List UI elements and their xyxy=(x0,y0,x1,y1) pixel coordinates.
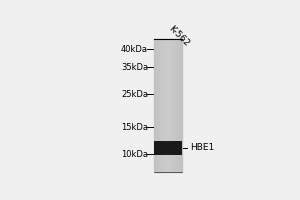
Text: 10kDa: 10kDa xyxy=(121,150,148,159)
Bar xyxy=(154,141,182,155)
Text: 25kDa: 25kDa xyxy=(121,90,148,99)
Text: 15kDa: 15kDa xyxy=(121,123,148,132)
Text: HBE1: HBE1 xyxy=(190,143,214,152)
Bar xyxy=(154,39,182,172)
Text: K-562: K-562 xyxy=(167,24,191,48)
Text: 35kDa: 35kDa xyxy=(121,63,148,72)
Text: 40kDa: 40kDa xyxy=(121,45,148,54)
